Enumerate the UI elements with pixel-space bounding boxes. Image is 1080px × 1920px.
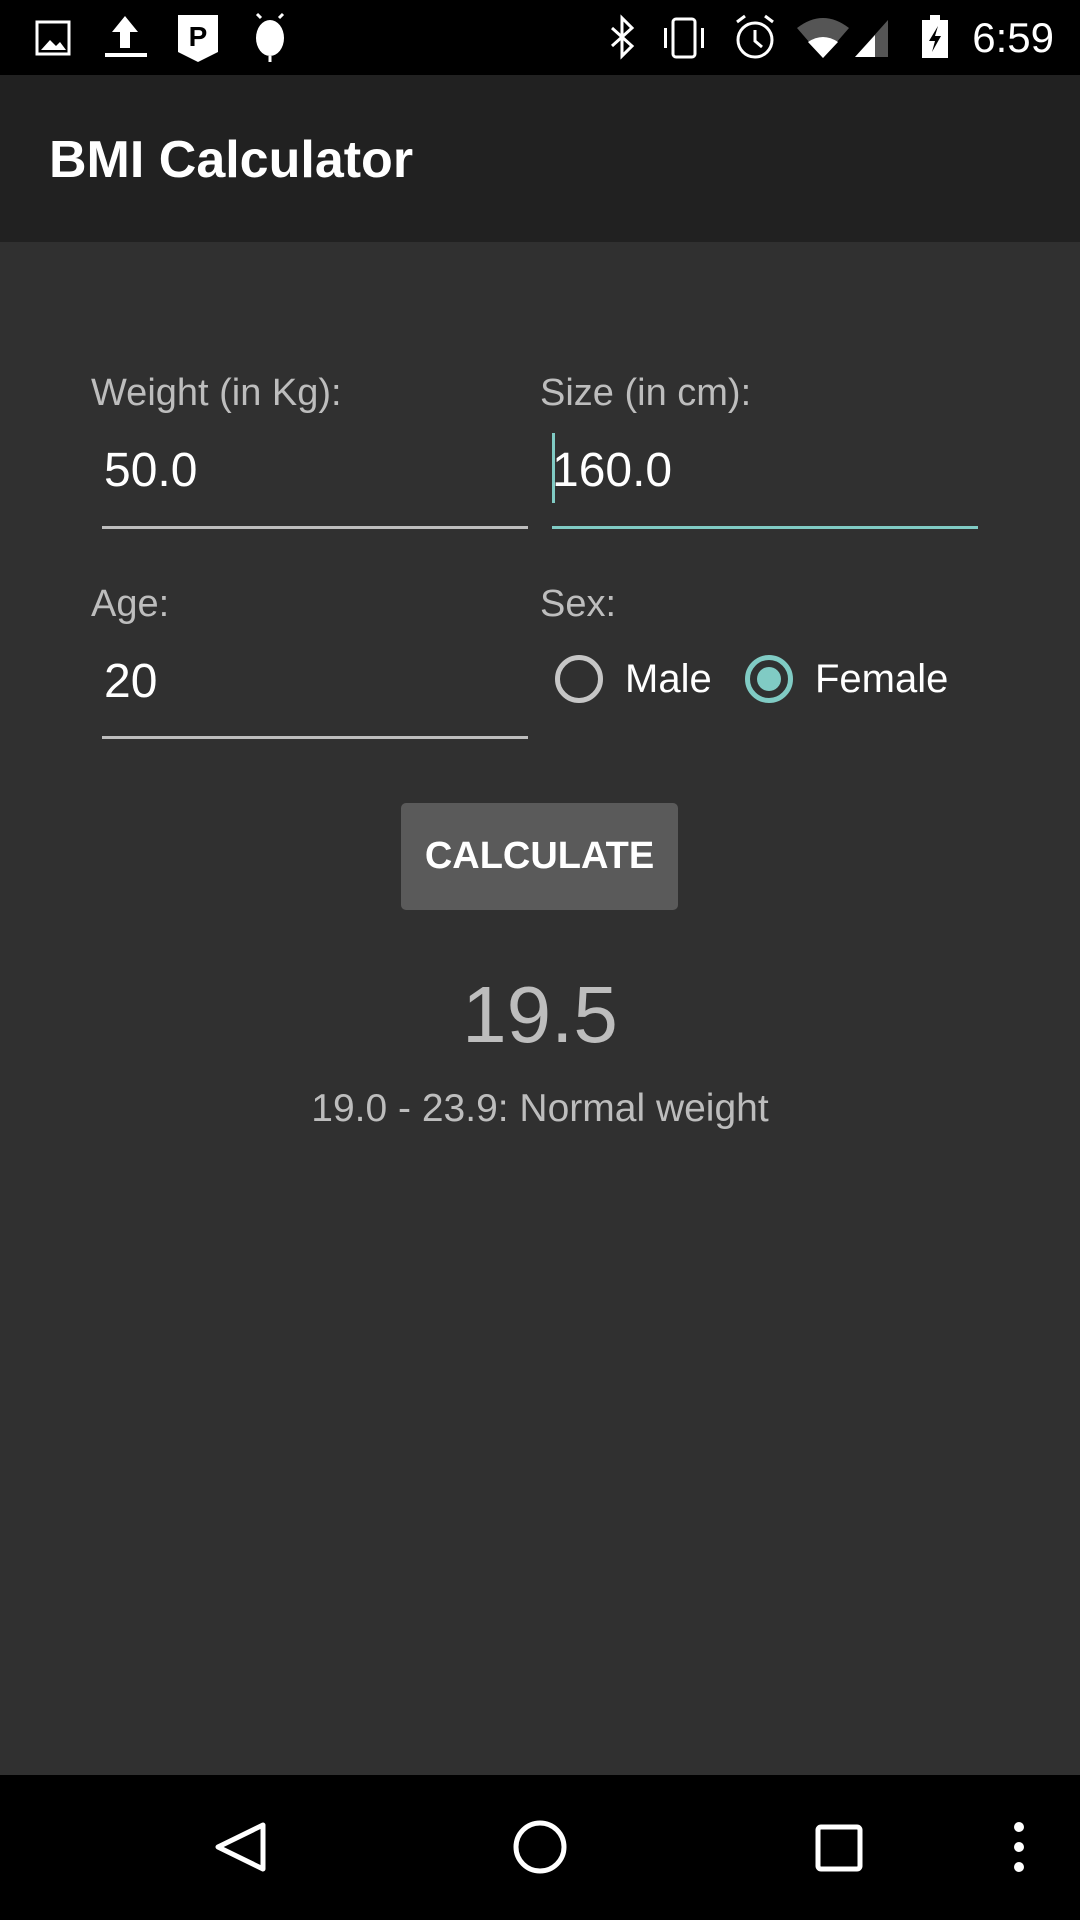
home-icon[interactable] <box>513 1820 567 1874</box>
status-icons: P <box>35 12 948 62</box>
radio-unchecked-icon[interactable] <box>555 655 603 703</box>
bmi-category: 19.0 - 23.9: Normal weight <box>311 1087 769 1130</box>
status-bar: P 6:59 <box>0 0 1080 75</box>
radio-checked-icon[interactable] <box>745 655 793 703</box>
parking-icon: P <box>178 15 218 62</box>
app-bar <box>0 75 1080 242</box>
vibrate-icon <box>664 17 704 59</box>
age-underline <box>102 736 528 739</box>
radio-male[interactable]: Male <box>555 649 712 709</box>
weight-label: Weight (in Kg): <box>91 372 342 414</box>
app-title: BMI Calculator <box>49 131 414 189</box>
sex-label: Sex: <box>540 583 617 625</box>
weight-input[interactable] <box>104 441 524 501</box>
back-icon[interactable] <box>215 1822 266 1872</box>
radio-female[interactable]: Female <box>745 649 948 709</box>
alarm-icon <box>736 14 774 59</box>
weight-underline <box>102 526 528 529</box>
age-label: Age: <box>91 583 170 625</box>
size-underline-focused <box>552 526 978 529</box>
image-icon <box>35 20 71 56</box>
age-input[interactable] <box>104 652 524 712</box>
size-input[interactable] <box>552 441 972 501</box>
battery-charging-icon <box>922 15 948 58</box>
wifi-icon <box>797 18 849 58</box>
svg-text:P: P <box>189 21 208 52</box>
android-icon <box>255 12 285 62</box>
radio-female-label: Female <box>815 657 949 701</box>
signal-icon <box>855 20 888 57</box>
calculate-button[interactable]: CALCULATE <box>401 803 678 910</box>
bmi-result: 19.5 <box>462 970 618 1059</box>
recents-icon[interactable] <box>815 1824 863 1872</box>
radio-male-label: Male <box>625 657 712 701</box>
navigation-bar <box>0 1775 1080 1920</box>
size-label: Size (in cm): <box>540 372 752 414</box>
status-time: 6:59 <box>972 14 1054 61</box>
bluetooth-icon <box>610 14 635 60</box>
upload-icon <box>105 16 147 57</box>
menu-icon[interactable] <box>1014 1822 1024 1872</box>
